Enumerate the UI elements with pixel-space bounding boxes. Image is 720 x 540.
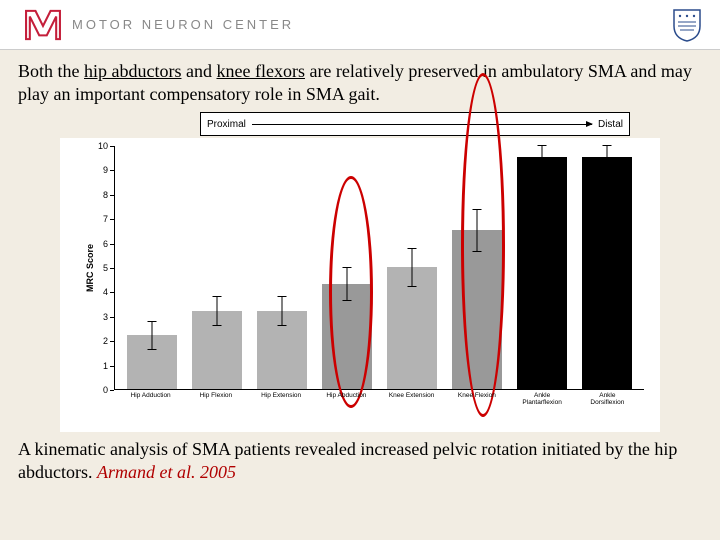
error-bar (216, 296, 217, 325)
y-tick: 2 (103, 336, 108, 346)
arrow-label-left: Proximal (207, 119, 246, 130)
error-bar (542, 145, 543, 169)
bar-fill (452, 230, 502, 389)
bar (322, 284, 372, 389)
y-tick: 9 (103, 165, 108, 175)
bar (192, 311, 242, 389)
y-tick: 10 (98, 141, 108, 151)
error-bar (281, 296, 282, 325)
y-tick: 6 (103, 239, 108, 249)
error-bar (346, 267, 347, 301)
x-tick-label: Ankle Plantarflexion (517, 392, 567, 406)
y-tick: 5 (103, 263, 108, 273)
y-tick: 4 (103, 287, 108, 297)
bar (582, 157, 632, 389)
error-bar (412, 248, 413, 287)
y-tick: 1 (103, 361, 108, 371)
y-axis-label: MRC Score (85, 244, 95, 292)
y-tick: 8 (103, 190, 108, 200)
slide-header: MOTOR NEURON CENTER (0, 0, 720, 50)
y-axis: MRC Score 012345678910 (60, 146, 114, 390)
x-tick-label: Hip Abduction (321, 392, 371, 406)
x-tick-label: Hip Adduction (126, 392, 176, 406)
intro-paragraph: Both the hip abductors and knee flexors … (18, 60, 702, 106)
bar-fill (517, 157, 567, 389)
chart-container: Proximal Distal MRC Score 0 1 2 3 4 5 6 7 8 9 10 H… (60, 112, 660, 432)
x-tick-label: Knee Flexion (452, 392, 502, 406)
x-tick-label: Hip Flexion (191, 392, 241, 406)
proximal-distal-arrow: Proximal Distal (200, 112, 630, 136)
y-tick: 7 (103, 214, 108, 224)
bar (257, 311, 307, 389)
citation: Armand et al. 2005 (97, 462, 236, 482)
x-axis-labels: Hip Adduction Hip Flexion Hip Extension Hip… (114, 392, 644, 406)
text: and (181, 61, 216, 81)
arrow-line-icon (252, 124, 592, 125)
plot-area (114, 146, 644, 390)
error-bar (477, 209, 478, 253)
y-tick: 3 (103, 312, 108, 322)
text: Both the (18, 61, 84, 81)
underlined-term: knee flexors (216, 61, 304, 81)
error-bar (151, 321, 152, 350)
arrow-label-right: Distal (598, 119, 623, 130)
brand-text: MOTOR NEURON CENTER (72, 17, 294, 32)
x-tick-label: Knee Extension (387, 392, 437, 406)
bar (387, 267, 437, 389)
y-tick: 0 (103, 385, 108, 395)
bar-fill (582, 157, 632, 389)
slide-content: Both the hip abductors and knee flexors … (0, 50, 720, 432)
university-crest-icon (672, 8, 702, 42)
x-tick-label: Ankle Dorsiflexion (582, 392, 632, 406)
bar (127, 335, 177, 389)
bar (517, 157, 567, 389)
chart-body: MRC Score 012345678910 Hip AdductionHip … (60, 138, 660, 432)
x-tick-label: Hip Extension (256, 392, 306, 406)
logo-icon (24, 9, 62, 41)
underlined-term: hip abductors (84, 61, 181, 81)
bars-group (115, 146, 644, 389)
error-bar (607, 145, 608, 169)
outro-paragraph: A kinematic analysis of SMA patients rev… (0, 432, 720, 484)
bar (452, 230, 502, 389)
